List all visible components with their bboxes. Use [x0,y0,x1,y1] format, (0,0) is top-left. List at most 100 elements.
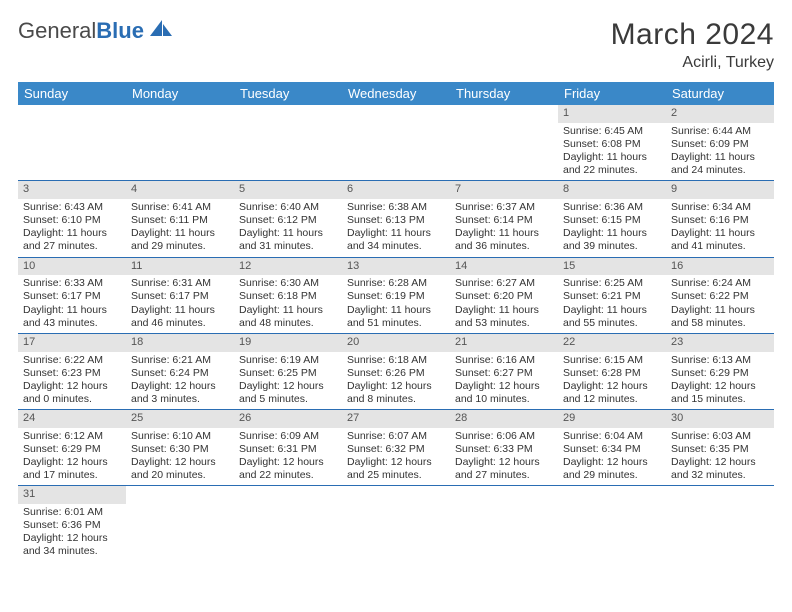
day-number [126,105,234,123]
day-data: Sunrise: 6:01 AMSunset: 6:36 PMDaylight:… [18,504,126,562]
sunrise-text: Sunrise: 6:40 AM [239,201,337,214]
day-number [126,486,234,504]
sunrise-text: Sunrise: 6:43 AM [23,201,121,214]
sunrise-text: Sunrise: 6:01 AM [23,506,121,519]
sunset-text: Sunset: 6:28 PM [563,367,661,380]
sunset-text: Sunset: 6:29 PM [23,443,121,456]
sunrise-text: Sunrise: 6:15 AM [563,354,661,367]
day-data: Sunrise: 6:04 AMSunset: 6:34 PMDaylight:… [558,428,666,486]
daylight-text: Daylight: 12 hours and 5 minutes. [239,380,337,406]
daylight-text: Daylight: 12 hours and 22 minutes. [239,456,337,482]
day-data: Sunrise: 6:06 AMSunset: 6:33 PMDaylight:… [450,428,558,486]
day-number: 24 [18,410,126,428]
daylight-text: Daylight: 12 hours and 8 minutes. [347,380,445,406]
calendar-day-cell [234,486,342,562]
weekday-header-row: Sunday Monday Tuesday Wednesday Thursday… [18,82,774,105]
daylight-text: Daylight: 12 hours and 10 minutes. [455,380,553,406]
daylight-text: Daylight: 11 hours and 53 minutes. [455,304,553,330]
sunset-text: Sunset: 6:33 PM [455,443,553,456]
day-data: Sunrise: 6:34 AMSunset: 6:16 PMDaylight:… [666,199,774,257]
day-data: Sunrise: 6:03 AMSunset: 6:35 PMDaylight:… [666,428,774,486]
calendar-day-cell [18,105,126,181]
sunset-text: Sunset: 6:16 PM [671,214,769,227]
day-data: Sunrise: 6:28 AMSunset: 6:19 PMDaylight:… [342,275,450,333]
brand-part1: General [18,18,96,44]
sunset-text: Sunset: 6:15 PM [563,214,661,227]
day-data: Sunrise: 6:44 AMSunset: 6:09 PMDaylight:… [666,123,774,181]
day-number: 31 [18,486,126,504]
day-number [666,486,774,504]
sunrise-text: Sunrise: 6:24 AM [671,277,769,290]
calendar-table: Sunday Monday Tuesday Wednesday Thursday… [18,82,774,562]
daylight-text: Daylight: 11 hours and 46 minutes. [131,304,229,330]
weekday-header: Monday [126,82,234,105]
day-number: 26 [234,410,342,428]
brand-part2: Blue [96,18,144,44]
daylight-text: Daylight: 12 hours and 3 minutes. [131,380,229,406]
sunset-text: Sunset: 6:10 PM [23,214,121,227]
calendar-day-cell: 19Sunrise: 6:19 AMSunset: 6:25 PMDayligh… [234,333,342,409]
day-number: 19 [234,334,342,352]
sunrise-text: Sunrise: 6:25 AM [563,277,661,290]
calendar-day-cell: 14Sunrise: 6:27 AMSunset: 6:20 PMDayligh… [450,257,558,333]
day-number [342,486,450,504]
daylight-text: Daylight: 11 hours and 36 minutes. [455,227,553,253]
day-number: 4 [126,181,234,199]
daylight-text: Daylight: 11 hours and 51 minutes. [347,304,445,330]
weekday-header: Friday [558,82,666,105]
calendar-day-cell: 12Sunrise: 6:30 AMSunset: 6:18 PMDayligh… [234,257,342,333]
day-number: 17 [18,334,126,352]
weekday-header: Sunday [18,82,126,105]
day-number: 10 [18,258,126,276]
daylight-text: Daylight: 12 hours and 15 minutes. [671,380,769,406]
day-data: Sunrise: 6:30 AMSunset: 6:18 PMDaylight:… [234,275,342,333]
day-number [450,105,558,123]
daylight-text: Daylight: 12 hours and 17 minutes. [23,456,121,482]
day-data: Sunrise: 6:45 AMSunset: 6:08 PMDaylight:… [558,123,666,181]
day-number: 25 [126,410,234,428]
daylight-text: Daylight: 11 hours and 34 minutes. [347,227,445,253]
daylight-text: Daylight: 11 hours and 31 minutes. [239,227,337,253]
day-number: 20 [342,334,450,352]
day-data: Sunrise: 6:22 AMSunset: 6:23 PMDaylight:… [18,352,126,410]
sunrise-text: Sunrise: 6:27 AM [455,277,553,290]
calendar-day-cell [666,486,774,562]
calendar-day-cell: 10Sunrise: 6:33 AMSunset: 6:17 PMDayligh… [18,257,126,333]
sunrise-text: Sunrise: 6:44 AM [671,125,769,138]
daylight-text: Daylight: 12 hours and 34 minutes. [23,532,121,558]
day-number: 30 [666,410,774,428]
sunset-text: Sunset: 6:18 PM [239,290,337,303]
day-number [558,486,666,504]
calendar-day-cell: 31Sunrise: 6:01 AMSunset: 6:36 PMDayligh… [18,486,126,562]
calendar-day-cell: 24Sunrise: 6:12 AMSunset: 6:29 PMDayligh… [18,410,126,486]
sail-icon [148,18,174,44]
day-number: 12 [234,258,342,276]
day-data: Sunrise: 6:16 AMSunset: 6:27 PMDaylight:… [450,352,558,410]
day-number [18,105,126,123]
day-data: Sunrise: 6:12 AMSunset: 6:29 PMDaylight:… [18,428,126,486]
calendar-week-row: 10Sunrise: 6:33 AMSunset: 6:17 PMDayligh… [18,257,774,333]
day-data: Sunrise: 6:25 AMSunset: 6:21 PMDaylight:… [558,275,666,333]
calendar-day-cell: 8Sunrise: 6:36 AMSunset: 6:15 PMDaylight… [558,181,666,257]
daylight-text: Daylight: 12 hours and 29 minutes. [563,456,661,482]
sunrise-text: Sunrise: 6:33 AM [23,277,121,290]
weekday-header: Wednesday [342,82,450,105]
day-number: 15 [558,258,666,276]
daylight-text: Daylight: 11 hours and 22 minutes. [563,151,661,177]
sunrise-text: Sunrise: 6:19 AM [239,354,337,367]
calendar-day-cell: 16Sunrise: 6:24 AMSunset: 6:22 PMDayligh… [666,257,774,333]
day-data: Sunrise: 6:24 AMSunset: 6:22 PMDaylight:… [666,275,774,333]
sunrise-text: Sunrise: 6:30 AM [239,277,337,290]
sunset-text: Sunset: 6:12 PM [239,214,337,227]
sunset-text: Sunset: 6:11 PM [131,214,229,227]
calendar-day-cell: 20Sunrise: 6:18 AMSunset: 6:26 PMDayligh… [342,333,450,409]
day-number: 23 [666,334,774,352]
calendar-day-cell [126,105,234,181]
day-number: 9 [666,181,774,199]
sunrise-text: Sunrise: 6:06 AM [455,430,553,443]
calendar-day-cell [126,486,234,562]
day-data: Sunrise: 6:07 AMSunset: 6:32 PMDaylight:… [342,428,450,486]
sunset-text: Sunset: 6:24 PM [131,367,229,380]
day-number: 5 [234,181,342,199]
daylight-text: Daylight: 11 hours and 24 minutes. [671,151,769,177]
